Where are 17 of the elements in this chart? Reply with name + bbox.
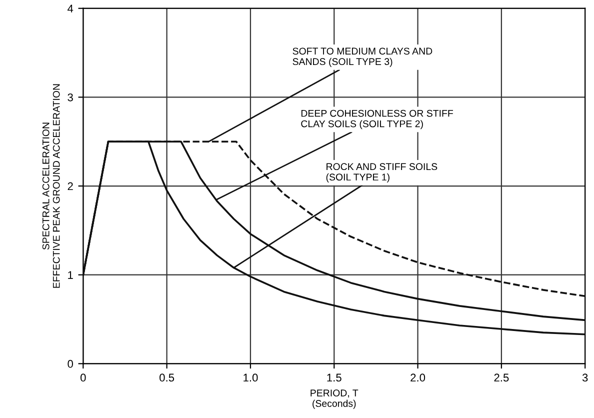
x-tick-label: 0	[80, 374, 86, 382]
x-tick-label: 1.5	[327, 374, 342, 382]
annotation: DEEP COHESIONLESS OR STIFF CLAY SOILS (SOIL TYPE 2)	[301, 110, 453, 130]
y-tick-label: 3	[68, 93, 73, 102]
x-axis-title: PERIOD, T (Seconds)	[310, 390, 358, 409]
x-tick-label: 2.0	[410, 374, 426, 382]
x-tick-label: 2.5	[494, 374, 509, 382]
x-tick-label: 0.5	[160, 374, 174, 382]
y-tick-label: 1	[68, 271, 73, 279]
x-tick-label: 1.0	[244, 374, 258, 382]
y-axis-title: SPECTRAL ACCELERATION EFFECTIVE PEAK GROUND ACCELERATION	[42, 84, 60, 288]
y-tick-label: 4	[68, 4, 74, 12]
annotation: SOFT TO MEDIUM CLAYS AND SANDS (SOIL TYPE 3)	[292, 48, 432, 67]
y-tick-label: 0	[68, 360, 74, 368]
annotation: ROCK AND STIFF SOILS (SOIL TYPE 1)	[326, 163, 438, 182]
x-tick-label: 3	[582, 374, 588, 382]
y-tick-label: 2	[68, 182, 73, 190]
